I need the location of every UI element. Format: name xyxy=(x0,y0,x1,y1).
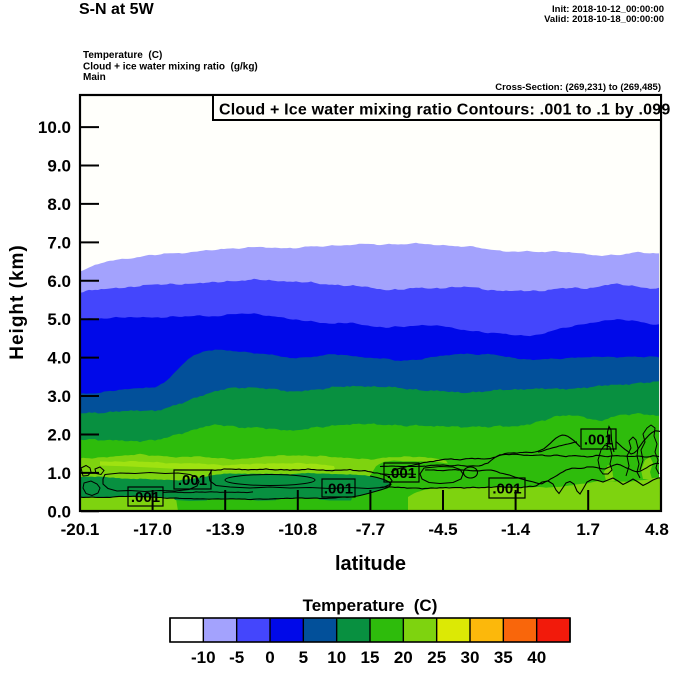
svg-text:4.8: 4.8 xyxy=(645,520,669,539)
svg-text:5: 5 xyxy=(299,648,308,667)
svg-text:Init: 2018-10-12_00:00:00: Init: 2018-10-12_00:00:00 xyxy=(552,4,664,15)
svg-text:10: 10 xyxy=(327,648,346,667)
svg-text:0.0: 0.0 xyxy=(47,502,71,521)
svg-text:.001: .001 xyxy=(584,432,613,449)
svg-text:2.0: 2.0 xyxy=(47,426,71,445)
svg-text:.001: .001 xyxy=(387,465,416,482)
svg-text:-13.9: -13.9 xyxy=(206,520,245,539)
svg-text:Cloud + Ice water mixing ratio: Cloud + Ice water mixing ratio Contours:… xyxy=(219,102,670,119)
svg-text:3.0: 3.0 xyxy=(47,387,71,406)
svg-text:-5: -5 xyxy=(229,648,244,667)
svg-text:S-N at 5W: S-N at 5W xyxy=(79,1,155,18)
svg-text:1.7: 1.7 xyxy=(576,520,600,539)
svg-text:Main: Main xyxy=(83,72,106,83)
svg-text:.001: .001 xyxy=(324,481,353,498)
svg-text:-7.7: -7.7 xyxy=(356,520,385,539)
svg-text:9.0: 9.0 xyxy=(47,157,71,176)
svg-text:Valid: 2018-10-18_00:00:00: Valid: 2018-10-18_00:00:00 xyxy=(544,14,664,25)
svg-text:25: 25 xyxy=(427,648,446,667)
svg-text:.001: .001 xyxy=(131,489,160,506)
svg-text:-4.5: -4.5 xyxy=(428,520,457,539)
svg-text:Cloud + ice water mixing ratio: Cloud + ice water mixing ratio (g/kg) xyxy=(83,62,258,73)
svg-text:Temperature (C): Temperature (C) xyxy=(303,596,438,615)
svg-text:8.0: 8.0 xyxy=(47,195,71,214)
svg-text:7.0: 7.0 xyxy=(47,233,71,252)
svg-text:Temperature (C): Temperature (C) xyxy=(83,50,162,61)
svg-text:Height (km): Height (km) xyxy=(7,244,28,360)
svg-text:-20.1: -20.1 xyxy=(61,520,100,539)
svg-text:-17.0: -17.0 xyxy=(133,520,172,539)
svg-text:10.0: 10.0 xyxy=(38,118,71,137)
svg-text:1.0: 1.0 xyxy=(47,464,71,483)
svg-text:-10: -10 xyxy=(191,648,216,667)
svg-text:0: 0 xyxy=(265,648,274,667)
svg-text:40: 40 xyxy=(527,648,546,667)
svg-text:6.0: 6.0 xyxy=(47,272,71,291)
svg-text:.001: .001 xyxy=(492,481,521,498)
svg-text:30: 30 xyxy=(461,648,480,667)
svg-text:15: 15 xyxy=(361,648,380,667)
svg-text:-1.4: -1.4 xyxy=(501,520,531,539)
svg-text:5.0: 5.0 xyxy=(47,310,71,329)
svg-text:-10.8: -10.8 xyxy=(278,520,317,539)
svg-text:Cross-Section: (269,231) to (2: Cross-Section: (269,231) to (269,485) xyxy=(495,82,661,93)
svg-text:latitude: latitude xyxy=(335,553,406,575)
svg-text:20: 20 xyxy=(394,648,413,667)
svg-text:35: 35 xyxy=(494,648,513,667)
svg-text:.001: .001 xyxy=(178,472,207,489)
svg-text:4.0: 4.0 xyxy=(47,349,71,368)
